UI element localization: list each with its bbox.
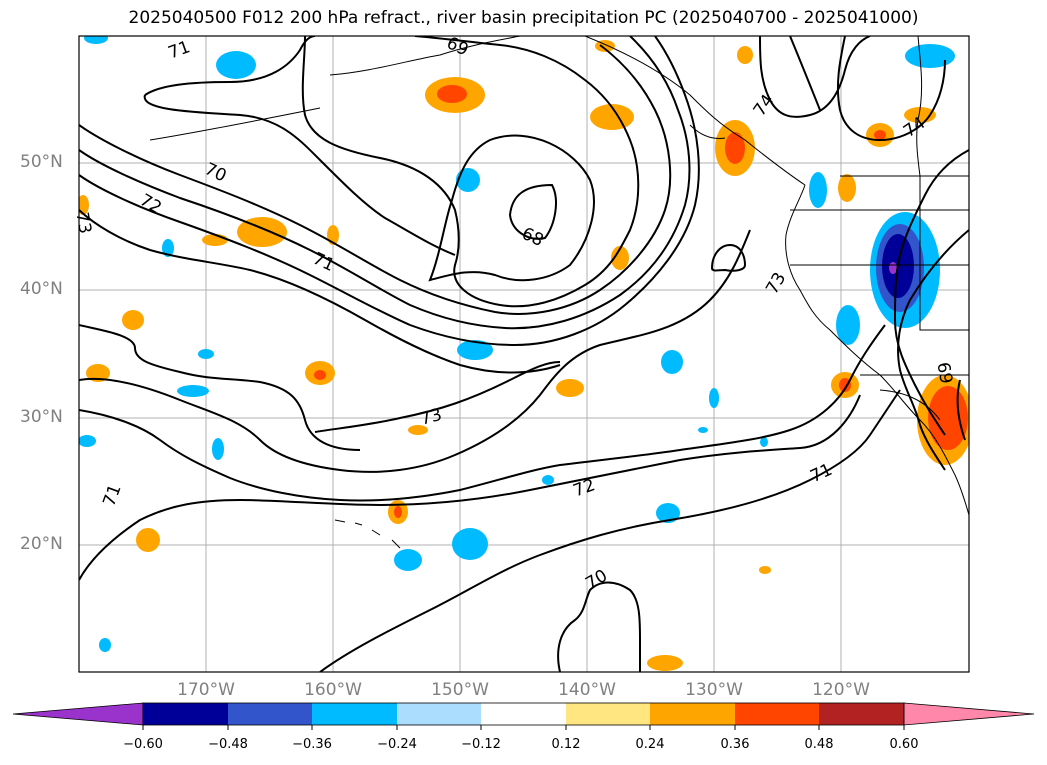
contour-label-72: 72 <box>571 475 598 501</box>
colorbar-tick: −0.48 <box>208 737 248 752</box>
coastlines <box>149 36 969 549</box>
colorbar-extend-high <box>903 702 1035 726</box>
colorbar-tick: 0.48 <box>804 737 834 752</box>
lon-label-130w: 130°W <box>685 680 743 700</box>
colorbar <box>12 702 1035 730</box>
colorbar-tick: −0.60 <box>123 737 163 752</box>
lon-label-140w: 140°W <box>558 680 616 700</box>
colorbar-tick: 0.24 <box>635 737 665 752</box>
colorbar-segment <box>481 703 566 725</box>
colorbar-segment <box>397 703 481 725</box>
lon-label-170w: 170°W <box>177 680 235 700</box>
colorbar-segment <box>312 703 397 725</box>
lat-label-40n: 40°N <box>20 279 63 299</box>
colorbar-tick: −0.24 <box>377 737 417 752</box>
graticule <box>79 36 969 672</box>
colorbar-segment <box>819 703 904 725</box>
contour-label-68: 68 <box>518 224 546 251</box>
colorbar-tick: 0.36 <box>720 737 750 752</box>
map-frame <box>78 35 970 673</box>
colorbar-segment <box>650 703 735 725</box>
colorbar-tick: −0.36 <box>292 737 332 752</box>
contour-label-73: 73 <box>762 269 790 298</box>
colorbar-tick: 0.60 <box>889 737 919 752</box>
lat-label-50n: 50°N <box>20 152 63 172</box>
lat-label-30n: 30°N <box>20 407 63 427</box>
lon-label-160w: 160°W <box>304 680 362 700</box>
contour-label-74: 74 <box>750 91 779 120</box>
colorbar-extend-low <box>12 702 144 726</box>
contour-label-71: 71 <box>166 37 193 63</box>
contour-label-69: 69 <box>443 33 471 60</box>
map-title: 2025040500 F012 200 hPa refract., river … <box>128 8 919 28</box>
contour-label-71: 71 <box>807 460 835 487</box>
colorbar-segment <box>228 703 312 725</box>
colorbar-tick: 0.12 <box>551 737 581 752</box>
refractivity-contours <box>79 36 969 672</box>
contour-label-73: 73 <box>71 211 94 236</box>
lon-label-150w: 150°W <box>431 680 489 700</box>
lon-label-120w: 120°W <box>812 680 870 700</box>
contour-label-71: 71 <box>99 482 125 509</box>
colorbar-frame <box>142 702 905 726</box>
colorbar-tick: −0.12 <box>461 737 501 752</box>
lat-label-20n: 20°N <box>20 534 63 554</box>
contour-label-69: 69 <box>932 361 955 386</box>
colorbar-segment <box>566 703 650 725</box>
colorbar-segment <box>735 703 819 725</box>
colorbar-segment <box>143 703 228 725</box>
precip-shading <box>79 36 969 671</box>
